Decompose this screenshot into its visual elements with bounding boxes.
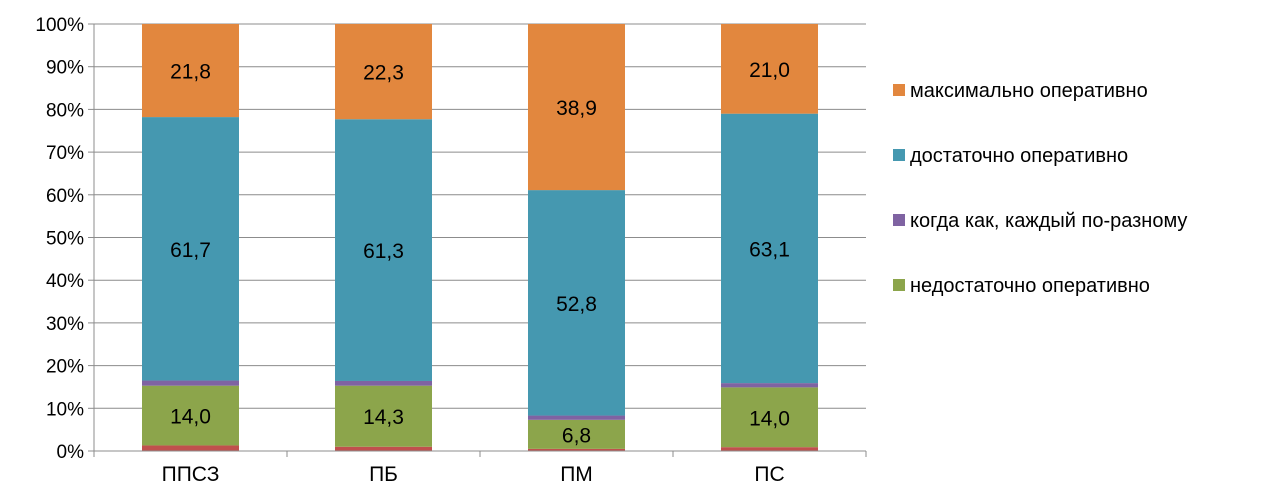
data-label: 21,8	[170, 61, 211, 84]
axes: 0% 10% 20% 30% 40% 50% 60% 70% 80% 90% 100% ППСЗ ПБ П…	[35, 15, 867, 484]
bar-segment	[335, 380, 432, 386]
bar-segment	[528, 190, 625, 416]
y-tick-label: 50%	[46, 229, 84, 250]
bar-segment	[142, 117, 239, 381]
legend-swatch	[893, 279, 905, 291]
legend-swatch	[893, 214, 905, 226]
bar-segment	[142, 445, 239, 451]
data-label: 61,3	[363, 240, 404, 263]
bar-segment	[335, 385, 432, 447]
legend-label: недостаточно оперативно	[910, 275, 1150, 297]
data-label: 21,0	[749, 59, 790, 82]
bar-segment	[721, 387, 818, 448]
data-label: 52,8	[556, 293, 597, 316]
bar-segment	[335, 119, 432, 381]
y-tick-label: 100%	[35, 15, 84, 36]
bar-segment	[721, 24, 818, 114]
bar-segment	[721, 383, 818, 388]
bar-segment	[142, 385, 239, 446]
legend-label: достаточно оперативно	[910, 145, 1128, 167]
bar-segment	[721, 447, 818, 451]
bar-segment	[335, 24, 432, 120]
data-label: 6,8	[562, 424, 591, 447]
data-labels: 14,0 61,7 21,8 14,3 61,3 22,3 6,8 52,8 38,9 14,0 6…	[170, 59, 790, 448]
x-tick-label: ПБ	[369, 463, 398, 484]
data-label: 38,9	[556, 97, 597, 120]
x-tick-label: ПС	[754, 463, 784, 484]
y-tick-label: 10%	[46, 399, 84, 420]
data-label: 14,0	[749, 407, 790, 430]
y-tick-label: 60%	[46, 186, 84, 207]
bar-segment	[528, 415, 625, 420]
y-tick-label: 40%	[46, 271, 84, 292]
data-label: 14,0	[170, 406, 211, 429]
x-tick-label: ППСЗ	[162, 463, 220, 484]
bar-segment	[528, 419, 625, 449]
y-tick-label: 20%	[46, 357, 84, 378]
bar-segment	[142, 380, 239, 386]
y-tick-label: 80%	[46, 100, 84, 121]
data-label: 61,7	[170, 239, 211, 262]
legend: максимально оперативно достаточно операти…	[893, 80, 1187, 297]
legend-swatch	[893, 84, 905, 96]
bar-segment	[528, 448, 625, 451]
legend-swatch	[893, 149, 905, 161]
bar-segment	[721, 113, 818, 384]
y-tick-label: 90%	[46, 58, 84, 79]
legend-label: когда как, каждый по-разному	[910, 210, 1187, 232]
data-label: 22,3	[363, 62, 404, 85]
legend-label: максимально оперативно	[910, 80, 1148, 102]
data-label: 14,3	[363, 406, 404, 429]
y-tick-label: 70%	[46, 143, 84, 164]
data-label: 63,1	[749, 238, 790, 261]
y-tick-label: 30%	[46, 314, 84, 335]
y-tick-label: 0%	[57, 442, 85, 463]
bar-segment	[528, 24, 625, 191]
bar-segment	[142, 24, 239, 118]
bar-segment	[335, 446, 432, 451]
x-tick-label: ПМ	[560, 463, 593, 484]
bars	[142, 24, 818, 451]
